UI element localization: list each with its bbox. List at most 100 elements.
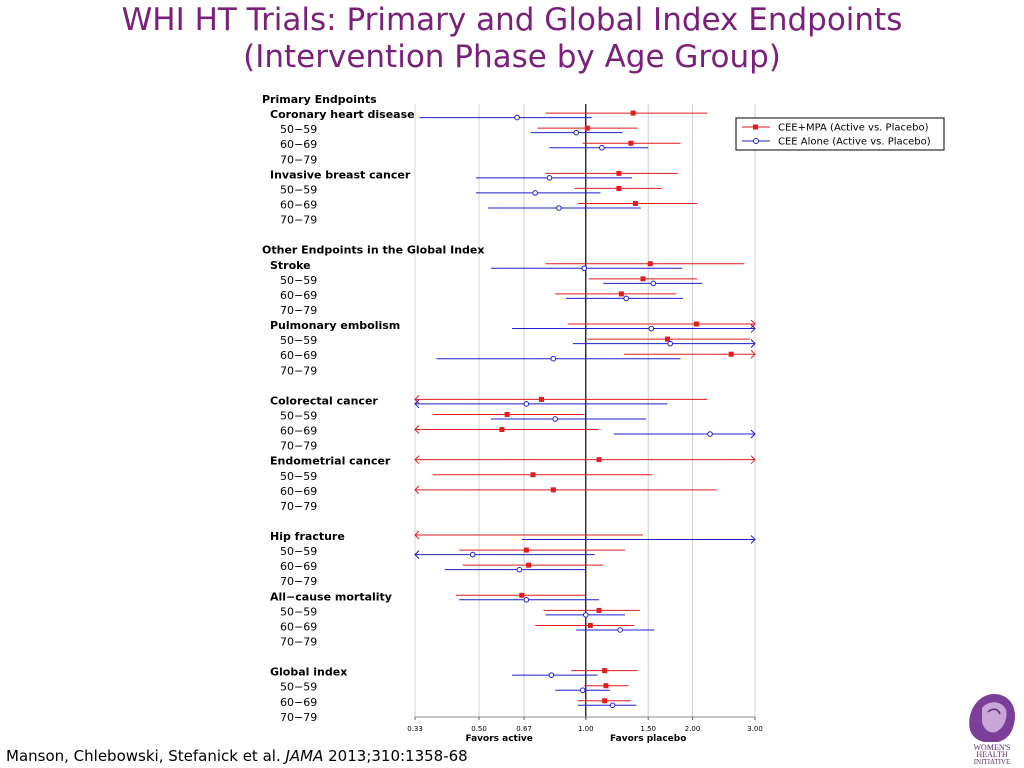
cee-mpa-point xyxy=(526,562,532,568)
cee-alone-point xyxy=(514,114,520,121)
section-label: Other Endpoints in the Global Index xyxy=(262,244,484,257)
cee-mpa-point xyxy=(618,291,624,297)
cee-mpa-point xyxy=(616,185,622,191)
cee-alone-point xyxy=(581,265,588,272)
ci-arrow xyxy=(414,425,420,434)
section-label: Primary Endpoints xyxy=(262,93,377,106)
cee-alone-point xyxy=(599,144,605,151)
endpoint-label: Stroke xyxy=(270,259,311,272)
cee-alone-point xyxy=(609,702,616,709)
endpoint-label: All−cause mortality xyxy=(270,590,392,603)
cee-mpa-point xyxy=(499,427,505,433)
cee-mpa-point xyxy=(693,321,699,327)
cee-mpa-point xyxy=(602,698,608,704)
cee-alone-point xyxy=(548,672,555,678)
age-group-label: 50−59 xyxy=(280,183,317,196)
citation: Manson, Chlebowski, Stefanick et al. JAM… xyxy=(6,747,468,765)
age-group-label: 70−79 xyxy=(280,575,317,588)
cee-mpa-point xyxy=(587,622,593,628)
cee-alone-point xyxy=(552,416,559,422)
age-group-label: 50−59 xyxy=(280,605,317,618)
age-group-label: 50−59 xyxy=(280,123,317,136)
endpoint-label: Global index xyxy=(270,666,347,679)
title-line-1: WHI HT Trials: Primary and Global Index … xyxy=(121,2,903,38)
cee-mpa-point xyxy=(665,336,671,342)
x-tick-label: 2.00 xyxy=(685,725,701,733)
ci-arrow xyxy=(414,455,420,465)
x-tick-label: 0.50 xyxy=(471,725,487,733)
cee-mpa-point xyxy=(647,261,653,267)
citation-authors: Manson, Chlebowski, Stefanick et al. xyxy=(6,747,286,765)
x-tick-label: 3.00 xyxy=(747,725,763,733)
cee-mpa-point xyxy=(630,110,636,116)
ci-arrow xyxy=(750,339,756,348)
cee-alone-point xyxy=(707,431,713,437)
x-tick-label: 0.33 xyxy=(407,725,423,733)
title-line-2: (Intervention Phase by Age Group) xyxy=(243,39,781,75)
age-group-label: 60−69 xyxy=(280,425,317,438)
cee-alone-point xyxy=(532,190,538,196)
ci-arrow xyxy=(750,319,756,329)
legend-box xyxy=(735,117,945,151)
cee-alone-point xyxy=(617,627,623,633)
cee-alone-point xyxy=(516,566,523,573)
cee-mpa-point xyxy=(530,472,536,478)
cee-alone-point xyxy=(523,401,530,407)
cee-mpa-point xyxy=(519,592,525,598)
age-group-label: 60−69 xyxy=(280,198,317,211)
age-group-label: 60−69 xyxy=(280,696,317,709)
cee-mpa-point xyxy=(602,668,608,674)
age-group-label: 70−79 xyxy=(280,500,317,513)
endpoint-label: Endometrial cancer xyxy=(270,455,391,468)
age-group-label: 70−79 xyxy=(280,153,317,166)
age-group-label: 50−59 xyxy=(280,334,317,347)
x-tick-label: 1.50 xyxy=(640,725,656,733)
ci-arrow xyxy=(750,429,756,439)
x-tick-label: 1.00 xyxy=(578,725,594,733)
endpoint-label: Colorectal cancer xyxy=(270,394,378,407)
age-group-label: 50−59 xyxy=(280,274,317,287)
cee-mpa-point xyxy=(550,487,556,493)
legend-label: CEE+MPA (Active vs. Placebo) xyxy=(778,123,929,134)
logo-line-3: INITIATIVE xyxy=(974,758,1011,766)
ci-arrow xyxy=(414,399,420,409)
cee-alone-point xyxy=(582,612,589,618)
x-caption-favors-active: Favors active xyxy=(465,734,532,744)
cee-alone-point xyxy=(648,325,655,332)
cee-mpa-point xyxy=(523,547,529,553)
cee-alone-point xyxy=(623,295,629,302)
cee-alone-point xyxy=(469,551,476,558)
age-group-label: 50−59 xyxy=(280,409,317,422)
cee-mpa-point xyxy=(538,396,544,402)
cee-mpa-point xyxy=(628,140,634,146)
age-group-label: 60−69 xyxy=(280,620,317,633)
age-group-label: 60−69 xyxy=(280,289,317,302)
cee-alone-point xyxy=(556,205,562,211)
cee-alone-point xyxy=(650,280,657,287)
legend-marker-circle xyxy=(753,138,759,144)
women-health-initiative-logo: WOMEN'S HEALTH INITIATIVE xyxy=(962,690,1022,766)
endpoint-label: Invasive breast cancer xyxy=(270,168,411,181)
age-group-label: 50−59 xyxy=(280,545,317,558)
cee-mpa-point xyxy=(616,170,622,176)
legend-marker-square xyxy=(753,124,758,130)
logo-line-2: HEALTH xyxy=(976,750,1007,759)
cee-mpa-point xyxy=(596,607,602,613)
age-group-label: 50−59 xyxy=(280,470,317,483)
endpoint-label: Coronary heart disease xyxy=(270,108,415,121)
cee-alone-point xyxy=(546,175,553,181)
citation-journal: JAMA xyxy=(285,747,324,765)
ci-arrow xyxy=(414,550,420,559)
age-group-label: 70−79 xyxy=(280,304,317,317)
age-group-label: 60−69 xyxy=(280,485,317,498)
age-group-label: 60−69 xyxy=(280,349,317,362)
age-group-label: 70−79 xyxy=(280,636,317,649)
cee-alone-point xyxy=(523,597,530,603)
ci-arrow xyxy=(414,530,420,540)
ci-arrow xyxy=(750,324,756,333)
age-group-label: 70−79 xyxy=(280,364,317,377)
slide-title: WHI HT Trials: Primary and Global Index … xyxy=(0,2,1024,76)
cee-mpa-point xyxy=(596,457,602,463)
age-group-label: 50−59 xyxy=(280,681,317,694)
